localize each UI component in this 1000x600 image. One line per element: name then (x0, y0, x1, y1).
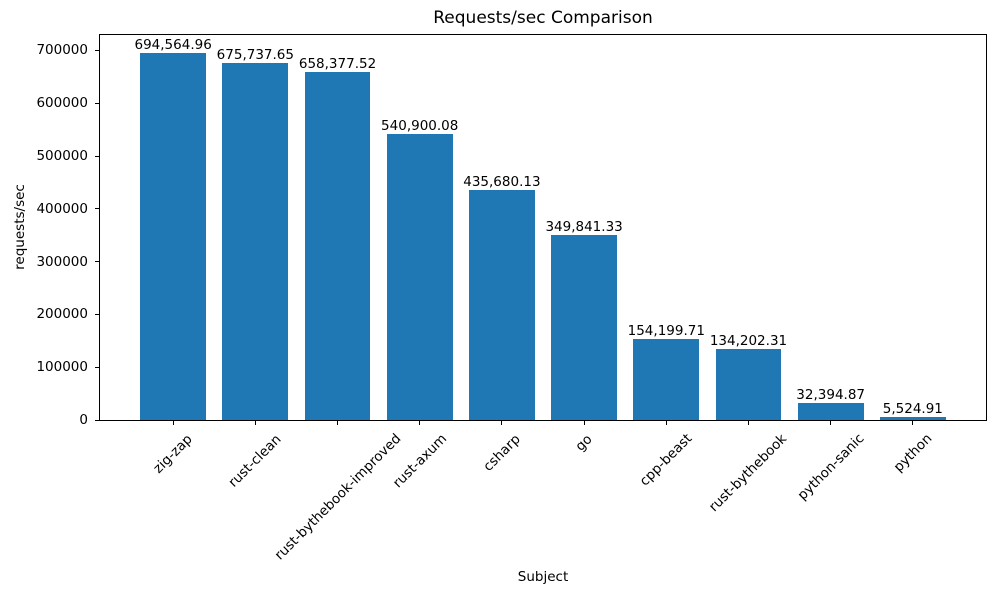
y-tick (95, 208, 99, 210)
bar (222, 63, 289, 420)
bar-value-label: 694,564.96 (134, 37, 212, 54)
bar-value-label: 658,377.52 (298, 56, 377, 73)
y-tick-label: 700000 (36, 42, 88, 59)
bar-value-label: 349,841.33 (545, 219, 623, 236)
x-tick-label: csharp (480, 430, 524, 475)
y-tick (95, 49, 99, 51)
x-tick (665, 421, 667, 425)
bar-value-label: 675,737.65 (216, 47, 294, 64)
y-tick (95, 366, 99, 368)
x-tick (172, 421, 174, 425)
y-tick (95, 102, 99, 104)
x-tick (419, 421, 421, 425)
bar (797, 402, 864, 420)
bar-value-label: 435,680.13 (463, 174, 541, 191)
bar (633, 338, 700, 420)
y-tick (95, 261, 99, 263)
x-tick-label: python-sanic (794, 430, 868, 504)
y-tick-label: 0 (79, 412, 88, 428)
x-tick-label: rust-bythebook (706, 431, 791, 516)
y-tick (95, 419, 99, 421)
x-tick-label: rust-clean (225, 431, 285, 491)
x-tick (501, 421, 503, 425)
bar (469, 190, 535, 420)
x-tick-label: rust-bythebook-improved (271, 431, 404, 564)
x-tick-label: go (572, 431, 596, 455)
x-tick (830, 421, 832, 425)
plot-area: 694,564.96 675,737.65 658,377.52 540,900.08… (99, 34, 987, 421)
y-tick-label: 100000 (36, 359, 88, 376)
chart-title: Requests/sec Comparison (433, 8, 653, 28)
x-tick (337, 421, 339, 425)
bar (879, 417, 946, 420)
bar (386, 134, 453, 420)
y-tick-label: 200000 (36, 306, 88, 323)
x-tick (747, 421, 749, 425)
bar-value-label: 32,394.87 (796, 386, 866, 403)
y-tick-label: 400000 (36, 200, 88, 217)
bar-value-label: 5,524.91 (882, 401, 943, 418)
x-tick-label: cpp-beast (636, 431, 696, 490)
x-tick-label: python (890, 430, 936, 476)
y-tick (95, 155, 99, 157)
bar-value-label: 154,199.71 (627, 322, 705, 339)
bar (715, 349, 782, 420)
y-tick-label: 500000 (36, 148, 88, 165)
bar (551, 235, 617, 420)
bar-value-label: 134,202.31 (709, 333, 788, 350)
x-tick (912, 421, 914, 425)
x-tick-label: zig-zap (150, 430, 196, 477)
bar (140, 53, 207, 420)
x-tick (583, 421, 585, 425)
y-tick-label: 300000 (36, 253, 88, 270)
bar (304, 72, 371, 420)
x-axis-label: Subject (517, 569, 569, 585)
x-tick (254, 421, 256, 425)
y-tick-label: 600000 (36, 95, 88, 112)
bar-value-label: 540,900.08 (381, 118, 459, 135)
y-tick (95, 313, 99, 315)
